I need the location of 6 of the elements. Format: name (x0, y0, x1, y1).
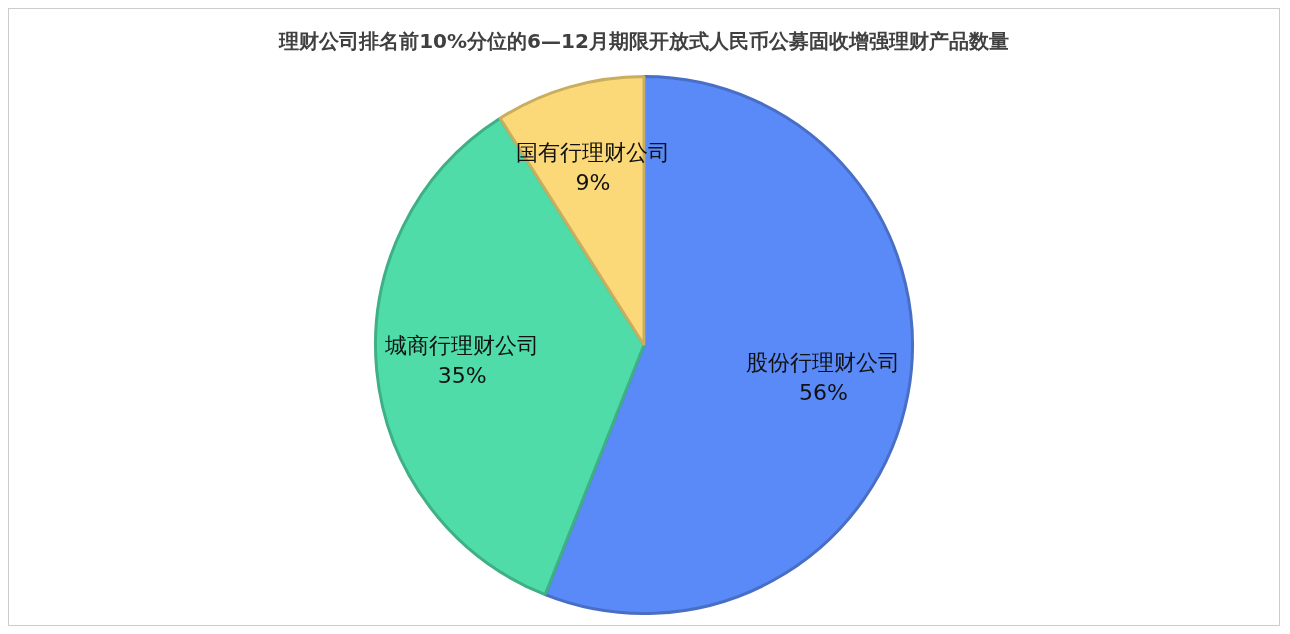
chart-title: 理财公司排名前10%分位的6—12月期限开放式人民币公募固收增强理财产品数量 (278, 29, 1009, 54)
data-label: 9% (575, 170, 611, 196)
data-label: 56% (798, 379, 848, 405)
data-label: 35% (437, 362, 487, 388)
slice-label: 股份行理财公司 (746, 349, 901, 375)
slice-label: 城商行理财公司 (384, 332, 540, 358)
